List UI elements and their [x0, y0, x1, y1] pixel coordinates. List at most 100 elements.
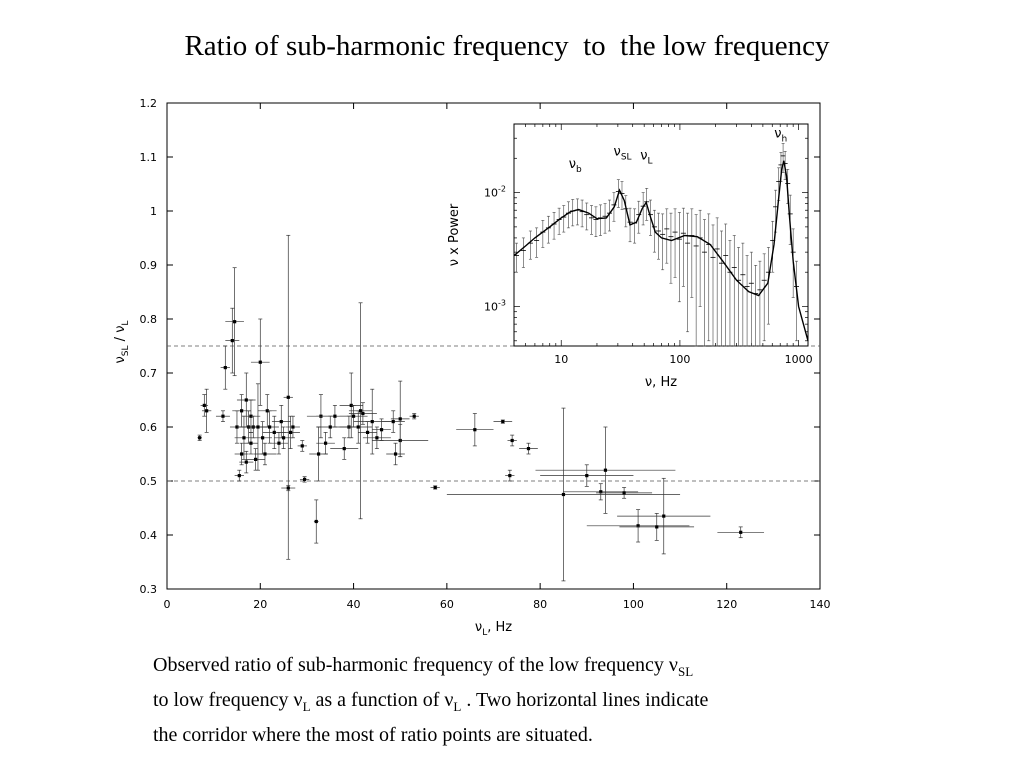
- data-point: [246, 448, 265, 471]
- point-marker: [286, 486, 290, 490]
- point-marker: [282, 436, 286, 440]
- data-point: [586, 509, 690, 543]
- point-marker: [272, 430, 276, 434]
- y-tick-label: 0.7: [140, 367, 158, 380]
- data-point: [250, 318, 270, 406]
- point-marker: [328, 425, 332, 429]
- x-tick-label: 40: [347, 598, 361, 611]
- point-marker: [526, 447, 531, 451]
- data-point: [390, 380, 410, 458]
- inset-data-point: [714, 217, 720, 347]
- data-point: [269, 432, 289, 455]
- data-point: [535, 426, 676, 514]
- inset-data-point: [723, 223, 729, 347]
- y-tick-label: 1.1: [140, 151, 158, 164]
- inset-data-point: [744, 255, 750, 347]
- data-point: [348, 302, 373, 520]
- caption-line-3: the corridor where the most of ratio poi…: [153, 724, 593, 746]
- inset-data-point: [780, 143, 786, 173]
- point-marker: [599, 490, 603, 494]
- inset-y-tick-label: 10-2: [484, 185, 506, 200]
- data-point: [446, 407, 681, 582]
- data-point: [493, 419, 513, 424]
- x-tick-label: 140: [810, 598, 831, 611]
- data-point: [505, 469, 515, 482]
- point-marker: [333, 414, 337, 418]
- point-marker: [391, 420, 395, 424]
- point-marker: [393, 452, 398, 456]
- caption-line-1: Observed ratio of sub-harmonic frequency…: [153, 654, 694, 679]
- data-point: [381, 410, 405, 433]
- point-marker: [375, 436, 379, 440]
- point-marker: [237, 474, 241, 478]
- inset-x-tick-label: 1000: [785, 353, 813, 366]
- x-axis-label: νL, Hz: [475, 620, 512, 638]
- data-point: [281, 484, 296, 492]
- inset-peak-label: νSL: [614, 145, 632, 163]
- inset-data-point: [676, 212, 682, 303]
- point-marker: [244, 398, 248, 402]
- data-point: [197, 434, 202, 441]
- point-marker: [662, 514, 666, 518]
- data-point: [563, 483, 639, 501]
- data-point: [344, 410, 373, 444]
- point-marker: [289, 430, 293, 434]
- inset-data-point: [718, 230, 724, 347]
- inset-data-point: [589, 205, 595, 235]
- x-tick-label: 120: [716, 598, 737, 611]
- inset-data-point: [664, 208, 670, 264]
- point-marker: [230, 339, 234, 343]
- point-marker: [323, 441, 328, 445]
- data-point: [239, 450, 254, 474]
- chart-area: 0 20 40 60 80 100 120 140 0.3 0.4 0.5 0.6 0.7 0.8 0.9 1…: [113, 97, 831, 638]
- point-marker: [585, 474, 589, 478]
- inset-y-axis-label: ν x Power: [447, 203, 462, 266]
- point-marker: [349, 403, 353, 407]
- point-marker: [265, 409, 269, 413]
- data-point: [456, 413, 494, 447]
- inset-data-point: [668, 212, 674, 284]
- point-marker: [314, 519, 318, 524]
- inset-data-point: [584, 202, 590, 231]
- inset-x-axis-label: ν, Hz: [645, 375, 677, 390]
- point-marker: [249, 441, 253, 445]
- caption-line-2: to low frequency νL as a function of νL …: [153, 689, 709, 714]
- inset-data-point: [534, 227, 540, 258]
- point-marker: [433, 485, 437, 490]
- data-point: [717, 526, 765, 539]
- inset-data-point: [660, 213, 666, 271]
- point-marker: [356, 425, 360, 429]
- inset-data-point: [640, 192, 646, 226]
- inset-data-point: [680, 207, 686, 287]
- point-marker: [233, 320, 237, 324]
- main-ratio-chart: 0 20 40 60 80 100 120 140 0.3 0.4 0.5 0.6 0.7 0.8 0.9 1…: [113, 97, 831, 638]
- inset-data-point: [757, 260, 763, 347]
- x-tick-label: 0: [164, 598, 171, 611]
- data-point: [243, 432, 258, 455]
- inset-data-point: [655, 212, 661, 260]
- point-marker: [263, 452, 267, 456]
- figure-caption: Observed ratio of sub-harmonic frequency…: [153, 651, 913, 749]
- inset-data-point: [710, 224, 716, 347]
- data-point: [297, 440, 307, 452]
- point-marker: [358, 409, 363, 413]
- point-marker: [501, 420, 505, 424]
- point-marker: [603, 468, 608, 472]
- point-marker: [302, 477, 307, 481]
- point-marker: [240, 452, 244, 456]
- point-marker: [277, 441, 281, 445]
- data-point: [234, 469, 244, 482]
- data-point: [281, 415, 300, 449]
- inset-data-point: [740, 242, 746, 347]
- data-point: [507, 434, 517, 447]
- y-tick-label: 1.2: [140, 97, 158, 110]
- data-point: [339, 405, 368, 428]
- data-point: [540, 464, 634, 487]
- data-point: [220, 345, 230, 390]
- point-marker: [739, 530, 743, 534]
- point-marker: [249, 414, 253, 418]
- data-point: [253, 442, 277, 466]
- data-point: [234, 415, 254, 460]
- data-point: [285, 415, 300, 439]
- data-point: [617, 477, 711, 555]
